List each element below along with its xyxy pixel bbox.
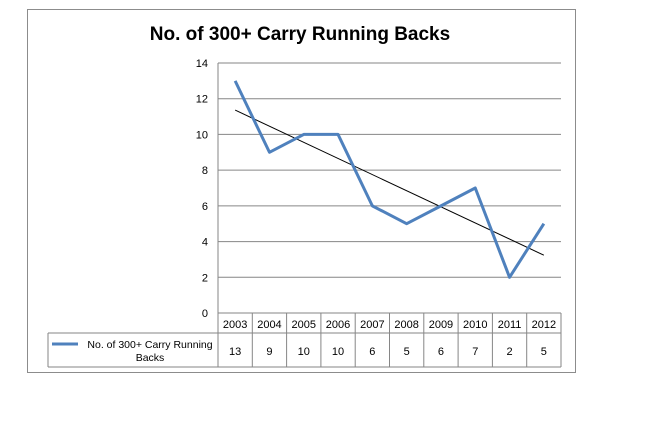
- legend-label: Backs: [136, 352, 165, 364]
- x-tick-label: 2004: [257, 319, 281, 331]
- series-lines: [233, 80, 546, 279]
- table-value: 2: [506, 346, 512, 358]
- chart-title: No. of 300+ Carry Running Backs: [150, 24, 450, 45]
- chart-frame: No. of 300+ Carry Running Backs 0 2 4 6 8 10 1…: [27, 9, 576, 373]
- x-tick-label: 2010: [463, 319, 487, 331]
- x-tick-label: 2011: [498, 319, 522, 331]
- y-tick-label: 12: [196, 94, 208, 106]
- y-tick-label: 0: [202, 308, 208, 320]
- table-value: 5: [541, 346, 547, 358]
- line-chart: No. of 300+ Carry Running Backs 0 2 4 6 8 10 1…: [47, 24, 562, 368]
- table-value: 6: [369, 346, 375, 358]
- gridlines: [218, 62, 561, 278]
- x-tick-label: 2009: [429, 319, 453, 331]
- trendline-line: [234, 109, 545, 256]
- x-tick-label: 2006: [326, 319, 350, 331]
- y-axis-ticks: 0 2 4 6 8 10 12 14: [196, 58, 208, 320]
- y-tick-label: 8: [202, 165, 208, 177]
- x-tick-label: 2008: [394, 319, 418, 331]
- y-tick-label: 4: [202, 237, 208, 249]
- y-tick-label: 10: [196, 129, 208, 141]
- trendline: [234, 109, 545, 256]
- table-value: 10: [332, 346, 344, 358]
- data-table: 2003 2004 2005 2006 2007 2008 2009 2010 2011 2012…: [47, 63, 562, 368]
- y-tick-label: 6: [202, 201, 208, 213]
- table-value: 7: [472, 346, 478, 358]
- x-tick-label: 2003: [223, 319, 247, 331]
- x-tick-label: 2007: [360, 319, 384, 331]
- x-tick-label: 2012: [532, 319, 556, 331]
- series-line: [233, 80, 546, 279]
- y-tick-label: 2: [202, 272, 208, 284]
- legend-label: No. of 300+ Carry Running: [87, 339, 212, 351]
- table-value: 10: [298, 346, 310, 358]
- y-tick-label: 14: [196, 58, 208, 70]
- table-value: 9: [266, 346, 272, 358]
- table-value: 6: [438, 346, 444, 358]
- table-value: 13: [229, 346, 241, 358]
- table-value: 5: [404, 346, 410, 358]
- x-tick-label: 2005: [292, 319, 316, 331]
